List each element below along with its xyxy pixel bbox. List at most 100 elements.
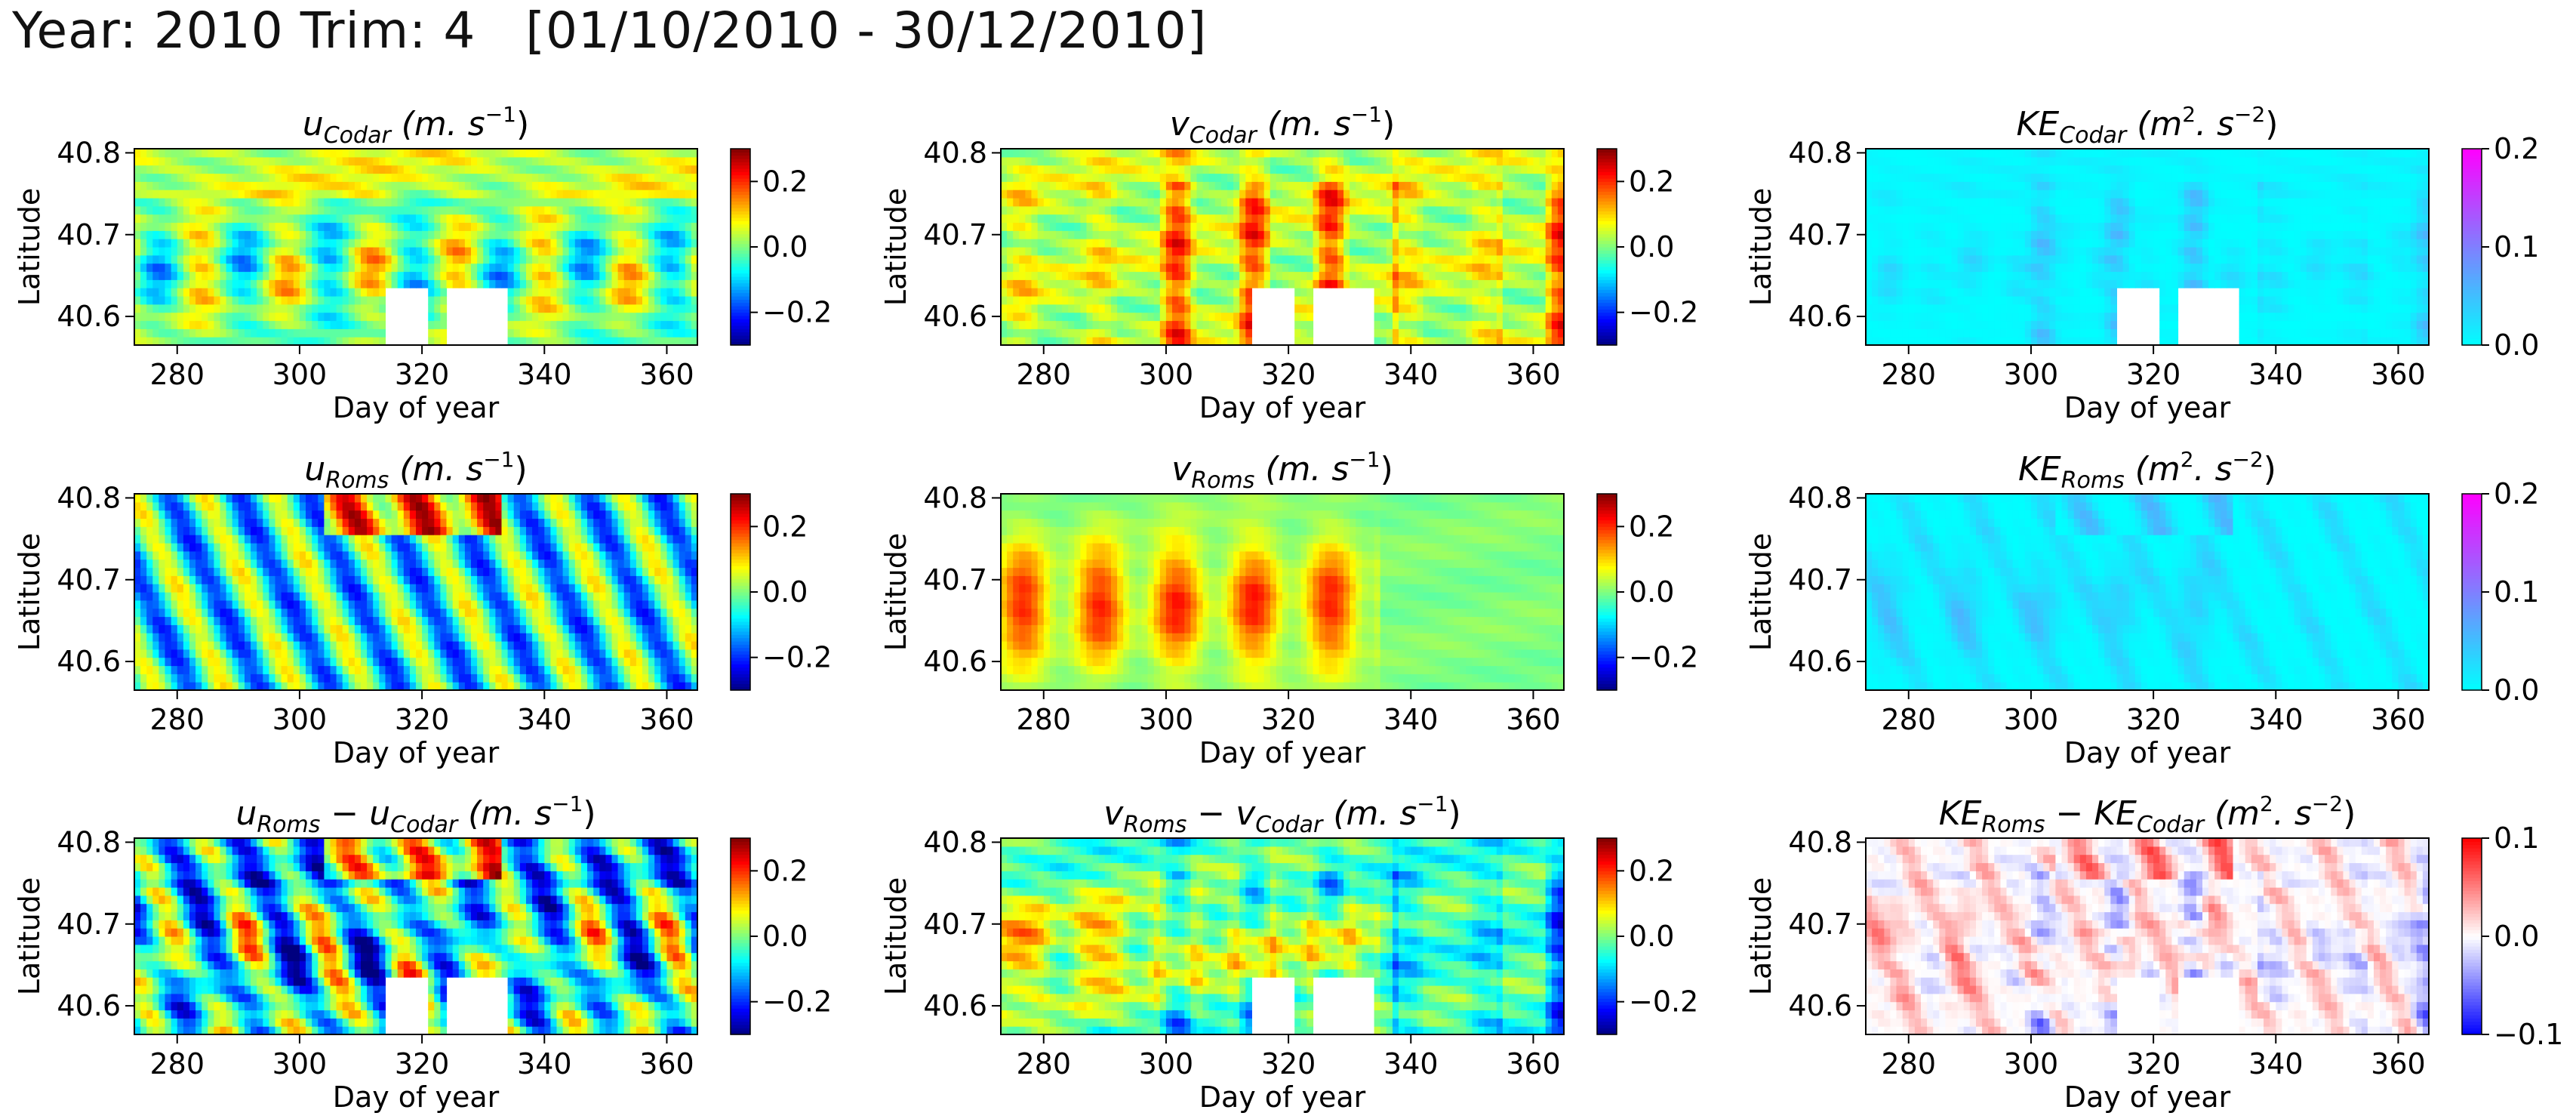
y-tick-label: 40.8 <box>57 825 121 859</box>
x-tick-label: 360 <box>1506 1047 1561 1080</box>
colorbar-u_codar: 0.2 0.0 −0.2 <box>730 148 832 346</box>
y-tick-label: 40.7 <box>57 218 121 251</box>
x-tick-label: 320 <box>2126 358 2181 391</box>
x-tick-label: 280 <box>1881 703 1936 736</box>
x-tick-label: 320 <box>2126 1047 2181 1080</box>
colorbar-tick-label: 0.1 <box>2494 230 2539 264</box>
heatmap-u_roms <box>134 494 698 691</box>
x-tick-label: 340 <box>2248 358 2304 391</box>
y-tick-label: 40.8 <box>57 136 121 169</box>
axes-frame <box>1865 837 2430 1035</box>
x-axis-label: Day of year <box>333 1080 500 1114</box>
colorbar-tick-label: 0.2 <box>1629 510 1674 543</box>
x-axis-label: Day of year <box>333 736 500 769</box>
x-axis-label: Day of year <box>1199 391 1366 424</box>
colorbar-tick-label: 0.0 <box>1629 575 1674 609</box>
heatmap-v_diff <box>1001 838 1565 1035</box>
y-tick-label: 40.7 <box>1788 218 1852 251</box>
x-axis-label: Day of year <box>2064 736 2231 769</box>
x-tick-label: 340 <box>517 1047 572 1080</box>
x-tick-label: 280 <box>149 1047 205 1080</box>
y-tick-label: 40.8 <box>923 825 987 859</box>
x-tick-label: 320 <box>1261 358 1316 391</box>
y-tick-label: 40.7 <box>923 563 987 596</box>
panel-title: uRoms (m. s−1) <box>304 447 527 494</box>
x-tick-label: 360 <box>2371 703 2426 736</box>
y-tick-label: 40.6 <box>923 300 987 333</box>
colorbar-tick-label: 0.2 <box>1629 165 1674 198</box>
panel-title: vCodar (m. s−1) <box>1170 102 1395 149</box>
x-tick-label: 360 <box>1506 358 1561 391</box>
heatmap-v_codar <box>1001 149 1565 346</box>
colorbar-tick-label: 0.1 <box>2494 575 2539 609</box>
y-axis-label: Latitude <box>1744 533 1777 651</box>
x-tick-label: 280 <box>1016 358 1071 391</box>
x-tick-label: 340 <box>2248 1047 2304 1080</box>
panel-v_diff: 280 300 320 340 360 Day of year 40.6 40.7 40.8 La… <box>879 791 1698 1114</box>
x-tick-label: 360 <box>639 1047 694 1080</box>
x-tick-label: 300 <box>272 703 328 736</box>
heatmap-v_roms <box>1001 494 1565 691</box>
colorbar-tick-label: 0.0 <box>1629 920 1674 953</box>
colorbar-tick-label: −0.2 <box>762 641 832 674</box>
axes-frame <box>1000 148 1565 346</box>
y-tick-label: 40.7 <box>1788 908 1852 941</box>
colorbar-u_roms: 0.2 0.0 −0.2 <box>730 493 832 691</box>
colorbar-tick-label: 0.0 <box>762 575 808 609</box>
panel-u_roms: 280 300 320 340 360 Day of year 40.6 40.7 40.8 La… <box>13 447 832 769</box>
x-tick-label: 360 <box>2371 1047 2426 1080</box>
colorbar-tick-label: 0.2 <box>762 854 808 887</box>
x-tick-label: 300 <box>272 1047 328 1080</box>
x-tick-label: 300 <box>2004 1047 2059 1080</box>
y-tick-label: 40.6 <box>57 645 121 678</box>
colorbar-v_diff: 0.2 0.0 −0.2 <box>1596 837 1698 1035</box>
x-tick-label: 320 <box>1261 1047 1316 1080</box>
y-tick-label: 40.6 <box>923 645 987 678</box>
y-tick-label: 40.6 <box>57 989 121 1022</box>
y-tick-label: 40.7 <box>57 563 121 596</box>
y-tick-label: 40.8 <box>923 481 987 514</box>
x-tick-label: 340 <box>517 358 572 391</box>
panel-title: uCodar (m. s−1) <box>303 102 529 149</box>
panel-u_codar: 280 300 320 340 360 Day of year 40.6 40.7 40.8 La… <box>13 102 832 424</box>
panel-v_roms: 280 300 320 340 360 Day of year 40.6 40.7 40.8 La… <box>879 447 1698 769</box>
axes-frame <box>1000 493 1565 691</box>
x-tick-label: 360 <box>1506 703 1561 736</box>
y-tick-label: 40.6 <box>923 989 987 1022</box>
x-tick-label: 280 <box>1881 1047 1936 1080</box>
axes-frame <box>134 837 698 1035</box>
axes-frame <box>1865 148 2430 346</box>
x-tick-label: 280 <box>1016 703 1071 736</box>
heatmap-ke_codar <box>1866 149 2430 346</box>
x-tick-label: 300 <box>2004 358 2059 391</box>
panel-title: KERoms (m2. s−2) <box>2018 447 2276 494</box>
y-axis-label: Latitude <box>1744 188 1777 306</box>
x-tick-label: 300 <box>2004 703 2059 736</box>
y-tick-label: 40.6 <box>1788 300 1852 333</box>
x-tick-label: 340 <box>1383 703 1439 736</box>
figure-suptitle: Year: 2010 Trim: 4 [01/10/2010 - 30/12/2… <box>12 2 1207 60</box>
colorbar-tick-label: 0.2 <box>2494 477 2539 510</box>
y-tick-label: 40.8 <box>1788 481 1852 514</box>
colorbar-v_codar: 0.2 0.0 −0.2 <box>1596 148 1698 346</box>
x-tick-label: 360 <box>639 703 694 736</box>
y-axis-label: Latitude <box>13 188 46 306</box>
x-tick-label: 300 <box>1139 1047 1194 1080</box>
colorbar-tick-label: 0.0 <box>762 230 808 264</box>
panel-title: KERoms − KECodar (m2. s−2) <box>1939 791 2356 838</box>
colorbar-tick-label: 0.2 <box>2494 132 2539 165</box>
colorbar-v_roms: 0.2 0.0 −0.2 <box>1596 493 1698 691</box>
y-axis-label: Latitude <box>1744 877 1777 995</box>
colorbar-tick-label: −0.2 <box>1629 641 1698 674</box>
y-tick-label: 40.7 <box>923 218 987 251</box>
colorbar-tick-label: 0.2 <box>762 165 808 198</box>
colorbar-tick-label: 0.0 <box>2494 328 2539 362</box>
axes-frame <box>1865 493 2430 691</box>
colorbar-tick-label: 0.0 <box>762 920 808 953</box>
heatmap-u_codar <box>134 149 698 346</box>
colorbar-ke_codar: 0.2 0.1 0.0 <box>2461 132 2539 362</box>
y-tick-label: 40.7 <box>923 908 987 941</box>
y-axis-label: Latitude <box>879 877 913 995</box>
panel-title: KECodar (m2. s−2) <box>2017 102 2279 149</box>
